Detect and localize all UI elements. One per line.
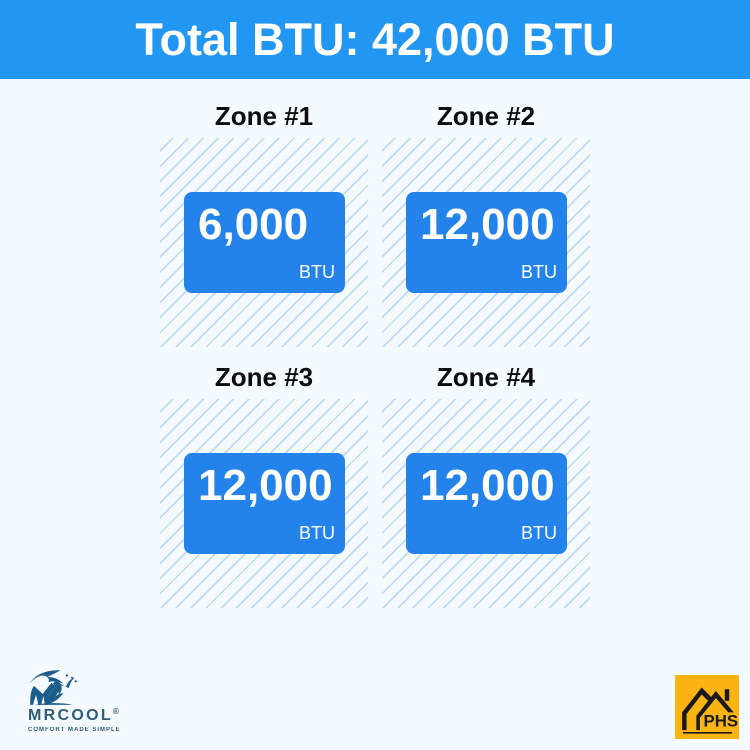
svg-text:PHS: PHS bbox=[703, 712, 738, 731]
